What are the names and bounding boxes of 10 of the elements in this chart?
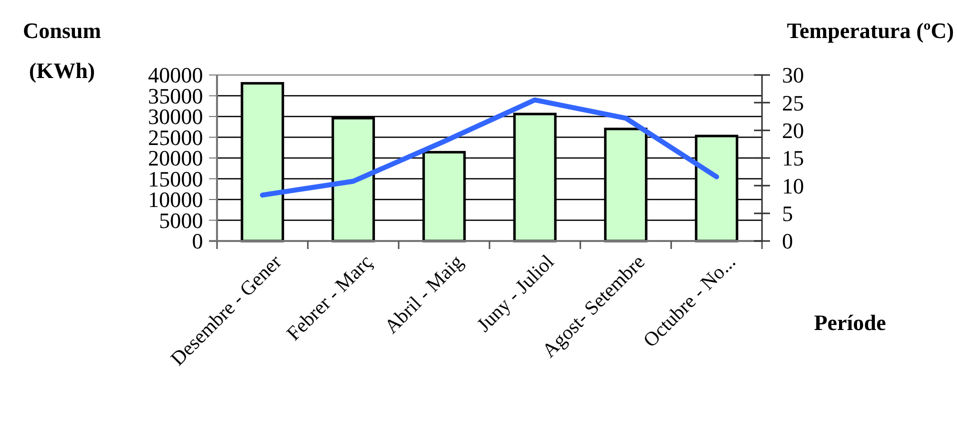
y2-tick-label: 10 xyxy=(782,173,804,198)
y2-axis-title: Temperatura (ºC) xyxy=(786,18,954,43)
x-axis-title: Període xyxy=(814,310,886,335)
y2-tick-label: 0 xyxy=(782,228,793,254)
y2-tick-label: 5 xyxy=(782,201,793,226)
y2-tick-label: 20 xyxy=(782,118,804,144)
y-axis-title: Consum (KWh) xyxy=(22,18,102,83)
y2-tick-label: 30 xyxy=(782,62,804,88)
y2-tick-label: 15 xyxy=(782,146,804,171)
y2-tick-label: 25 xyxy=(782,90,804,116)
